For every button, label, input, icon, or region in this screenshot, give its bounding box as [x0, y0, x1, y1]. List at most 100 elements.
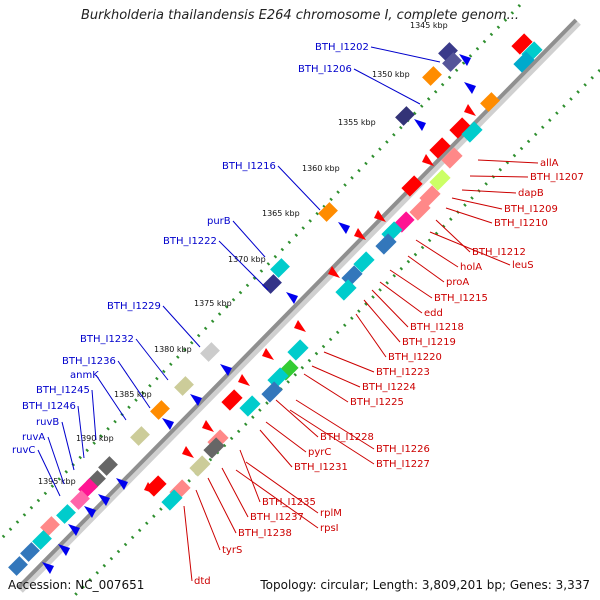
reverse-gene-arrow	[294, 320, 306, 332]
coordinate-tick: 1380 kbp	[154, 345, 192, 354]
reverse-gene-arrow	[354, 228, 366, 240]
gene-feature	[513, 51, 535, 73]
reverse-gene-arrow	[464, 104, 476, 116]
gene-feature	[40, 516, 60, 536]
gene-feature	[203, 437, 225, 459]
leader-line	[477, 159, 539, 164]
gene-feature	[32, 530, 52, 550]
forward-gene-arrow	[190, 394, 202, 406]
gene-label-bth_i1226: BTH_I1226	[376, 444, 430, 455]
leader-line	[461, 189, 517, 194]
leader-line	[162, 305, 201, 348]
gene-feature	[442, 52, 462, 72]
leader-line	[370, 46, 441, 63]
gene-feature	[441, 147, 463, 169]
leader-line	[277, 165, 321, 211]
gene-label-bth_i1229: BTH_I1229	[107, 301, 161, 312]
gene-feature	[401, 175, 423, 197]
coordinate-tick: 1355 kbp	[338, 118, 376, 127]
gene-label-dapb: dapB	[518, 188, 544, 199]
gene-feature	[287, 339, 309, 361]
leader-line	[232, 220, 266, 258]
leader-line	[207, 477, 237, 534]
gene-label-bth_i1220: BTH_I1220	[388, 352, 442, 363]
gene-label-edd: edd	[424, 308, 443, 319]
gene-label-bth_i1223: BTH_I1223	[376, 367, 430, 378]
gene-feature	[174, 376, 194, 396]
gene-label-bth_i1202: BTH_I1202	[315, 42, 369, 53]
gene-label-bth_i1237: BTH_I1237	[250, 512, 304, 523]
gene-label-ruvb: ruvB	[36, 417, 59, 428]
coordinate-tick: 1350 kbp	[372, 70, 410, 79]
gene-feature	[270, 258, 290, 278]
leader-line	[445, 207, 493, 224]
forward-gene-arrow	[464, 82, 476, 94]
gene-label-bth_i1228: BTH_I1228	[320, 432, 374, 443]
leader-line	[389, 269, 433, 299]
leader-line	[429, 231, 511, 266]
gene-feature	[375, 233, 397, 255]
gene-feature	[130, 426, 150, 446]
coordinate-tick: 1385 kbp	[114, 390, 152, 399]
gene-label-bth_i1206: BTH_I1206	[298, 64, 352, 75]
leader-line	[259, 429, 293, 468]
forward-gene-arrow	[42, 562, 54, 574]
gene-label-proa: proA	[446, 277, 469, 288]
forward-gene-arrow	[162, 418, 174, 430]
map-title: Burkholderia thailandensis E264 chromoso…	[80, 8, 520, 23]
backbone-shadow	[17, 19, 581, 593]
gene-label-bth_i1238: BTH_I1238	[238, 528, 292, 539]
leader-line	[303, 373, 349, 403]
gene-label-dtd: dtd	[194, 576, 211, 587]
leader-line	[245, 461, 319, 514]
reverse-gene-arrow	[374, 210, 386, 222]
gene-label-bth_i1224: BTH_I1224	[362, 382, 416, 393]
gene-feature	[409, 199, 431, 221]
gene-feature	[419, 185, 441, 207]
gene-label-bth_i1222: BTH_I1222	[163, 236, 217, 247]
leader-line	[37, 449, 61, 497]
leader-line	[363, 299, 401, 343]
reverse-gene-arrow	[202, 420, 214, 432]
gene-feature	[200, 342, 220, 362]
coordinate-tick: 1365 kbp	[262, 209, 300, 218]
leader-line	[183, 505, 193, 582]
gene-label-tyrs: tyrS	[222, 545, 242, 556]
leader-line	[407, 255, 445, 283]
reverse-gene-arrow	[144, 482, 156, 494]
leader-line	[353, 68, 421, 105]
reverse-gene-arrow	[328, 266, 340, 278]
forward-gene-arrow	[286, 292, 298, 304]
gene-label-bth_i1235: BTH_I1235	[262, 497, 316, 508]
coordinate-tick: 1345 kbp	[410, 21, 448, 30]
gene-feature	[20, 542, 40, 562]
leader-line	[451, 197, 503, 210]
gene-label-bth_i1231: BTH_I1231	[294, 462, 348, 473]
reverse-gene-arrow	[262, 348, 274, 360]
accession-text: Accession: NC_007651	[8, 578, 145, 592]
gene-feature	[70, 490, 90, 510]
gene-label-bth_i1216: BTH_I1216	[222, 161, 276, 172]
forward-gene-arrow	[98, 494, 110, 506]
outer-tick-ring	[68, 68, 600, 600]
leader-line	[61, 421, 75, 471]
gene-feature	[318, 202, 338, 222]
gene-feature	[335, 279, 357, 301]
gene-label-purb: purB	[207, 216, 231, 227]
leader-line	[355, 313, 387, 358]
leader-line	[379, 281, 423, 314]
gene-feature	[353, 251, 375, 273]
gene-feature	[221, 389, 243, 411]
gene-feature	[422, 66, 442, 86]
gene-label-ruvc: ruvC	[12, 445, 35, 456]
leader-line	[295, 399, 375, 450]
gene-label-hola: holA	[460, 262, 482, 273]
gene-feature	[150, 400, 170, 420]
leader-line	[235, 469, 319, 529]
gene-label-pyrc: pyrC	[308, 447, 331, 458]
leader-line	[265, 421, 307, 453]
gene-feature	[261, 381, 283, 403]
gene-label-bth_i1219: BTH_I1219	[402, 337, 456, 348]
gene-label-rplm: rplM	[320, 508, 342, 519]
gene-feature	[429, 169, 451, 191]
